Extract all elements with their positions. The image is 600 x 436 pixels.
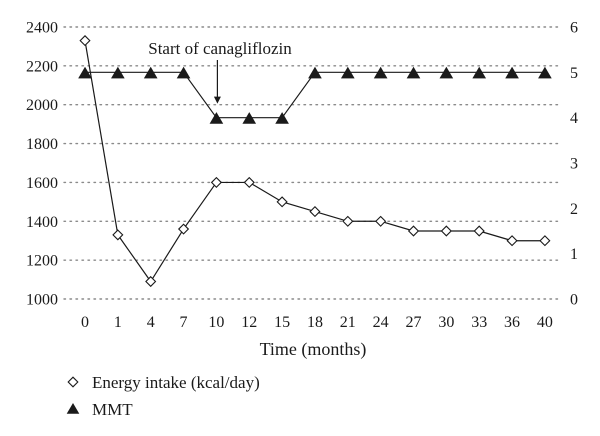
energy-intake-point <box>506 235 518 247</box>
right-y-tick-label: 1 <box>570 246 578 263</box>
mmt-point <box>373 66 388 79</box>
x-tick-label: 7 <box>180 314 188 331</box>
energy-intake-point <box>407 225 420 237</box>
mmt-point <box>242 112 257 124</box>
right-y-tick-label: 0 <box>570 292 578 309</box>
x-axis-title: Time (months) <box>260 339 367 360</box>
x-tick-label: 15 <box>274 314 290 331</box>
x-tick-label: 33 <box>471 314 487 331</box>
x-tick-label: 30 <box>438 314 454 331</box>
mmt-point <box>472 66 487 79</box>
left-y-tick-label: 2200 <box>26 58 58 75</box>
energy-intake-point <box>276 196 288 208</box>
x-axis: 0 1 4 7 10 12 15 18 21 24 27 30 33 36 40 <box>81 314 553 331</box>
x-tick-label: 24 <box>373 314 389 331</box>
right-y-axis: 0 1 2 3 4 5 6 <box>570 20 578 309</box>
x-tick-label: 10 <box>208 314 224 331</box>
energy-intake-point <box>375 215 387 227</box>
legend-marker-mmt <box>66 403 80 414</box>
mmt-point <box>143 66 158 79</box>
grid-lines <box>63 26 561 300</box>
legend-marker-energy-intake <box>67 376 79 388</box>
x-tick-label: 27 <box>406 314 422 331</box>
right-y-tick-label: 4 <box>570 110 578 127</box>
mmt-point <box>176 66 191 79</box>
x-tick-label: 40 <box>537 314 553 331</box>
mmt-line <box>85 71 545 119</box>
x-tick-label: 18 <box>307 314 323 331</box>
left-y-tick-label: 1000 <box>26 292 58 309</box>
x-tick-label: 21 <box>340 314 356 331</box>
energy-intake-point <box>79 35 91 47</box>
x-tick-label: 1 <box>114 314 122 331</box>
energy-intake-point <box>539 235 551 247</box>
series-energy-intake <box>79 35 551 288</box>
series-mmt <box>78 66 552 124</box>
mmt-point <box>78 66 92 79</box>
mmt-point <box>406 66 421 79</box>
legend-label-energy-intake: Energy intake (kcal/day) <box>92 373 260 392</box>
x-tick-label: 12 <box>241 314 257 331</box>
energy-intake-point <box>473 225 485 237</box>
x-tick-label: 4 <box>147 314 155 331</box>
energy-intake-point <box>177 223 190 235</box>
right-y-tick-label: 2 <box>570 201 578 218</box>
energy-intake-point <box>342 215 354 227</box>
mmt-point <box>538 66 552 79</box>
right-y-tick-label: 3 <box>570 156 578 173</box>
x-tick-label: 36 <box>504 314 520 331</box>
energy-intake-point <box>210 176 222 189</box>
energy-intake-point <box>243 176 255 189</box>
left-y-tick-label: 2400 <box>26 20 58 37</box>
legend: Energy intake (kcal/day) MMT <box>66 373 260 419</box>
left-y-tick-label: 1200 <box>26 253 58 270</box>
left-y-axis: 1000 1200 1400 1600 1800 2000 2200 2400 <box>26 20 58 309</box>
mmt-point <box>308 66 322 79</box>
mmt-point <box>340 66 355 79</box>
left-y-tick-label: 1600 <box>26 175 58 192</box>
annotation-arrowhead <box>213 96 221 104</box>
left-y-tick-label: 1800 <box>26 136 58 153</box>
mmt-point <box>439 66 454 79</box>
legend-label-mmt: MMT <box>92 400 133 419</box>
mmt-point <box>275 112 289 124</box>
energy-intake-point <box>112 229 124 241</box>
right-y-tick-label: 6 <box>570 20 578 37</box>
energy-intake-point <box>309 205 321 218</box>
energy-intake-point <box>145 275 157 288</box>
mmt-point <box>505 66 519 79</box>
annotation-label: Start of canagliflozin <box>148 39 292 58</box>
annotation: Start of canagliflozin <box>148 39 292 104</box>
mmt-point <box>209 112 224 124</box>
mmt-point <box>111 66 125 79</box>
x-tick-label: 0 <box>81 314 89 331</box>
left-y-tick-label: 2000 <box>26 97 58 114</box>
left-y-tick-label: 1400 <box>26 214 58 231</box>
energy-intake-point <box>440 225 452 237</box>
right-y-tick-label: 5 <box>570 65 578 82</box>
